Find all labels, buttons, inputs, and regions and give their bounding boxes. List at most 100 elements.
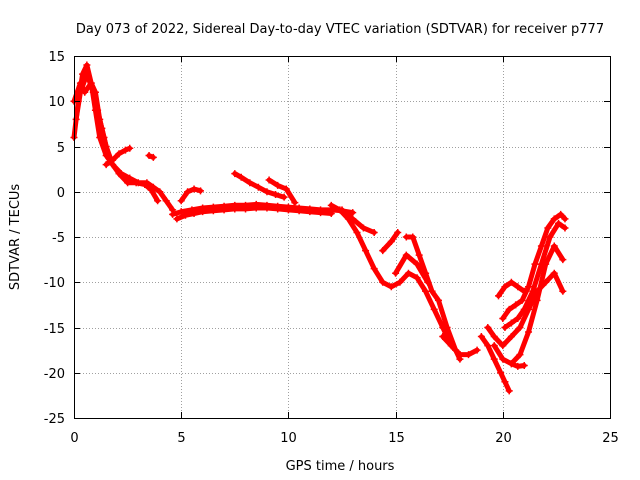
data-point — [525, 283, 533, 291]
data-point — [484, 342, 492, 350]
data-point — [550, 242, 558, 250]
data-point — [199, 208, 207, 216]
data-point — [156, 188, 164, 196]
data-point — [349, 209, 357, 217]
data-point — [317, 209, 325, 217]
data-point — [495, 292, 503, 300]
x-tick-label: 10 — [280, 431, 297, 446]
axis-ticks: 0 5 10 15 20 25 -25 -20 -15 -10 -5 0 5 10 15 — [44, 50, 619, 446]
data-point — [91, 88, 99, 96]
data-point — [490, 342, 498, 350]
data-point — [497, 369, 505, 377]
data-point — [190, 209, 198, 217]
data-point — [413, 260, 421, 268]
data-point — [349, 215, 357, 223]
data-point — [561, 215, 569, 223]
data-point — [520, 287, 528, 295]
data-point — [537, 260, 545, 268]
data-point — [413, 274, 421, 282]
data-point — [295, 207, 303, 215]
data-point — [231, 170, 239, 178]
data-point — [559, 287, 567, 295]
data-point — [514, 283, 522, 291]
data-point — [559, 256, 567, 264]
data-point — [280, 193, 288, 201]
data-point — [402, 251, 410, 259]
data-point — [434, 296, 442, 304]
data-point — [557, 210, 565, 218]
data-point — [109, 156, 117, 164]
data-point — [83, 70, 91, 78]
data-point — [115, 150, 123, 158]
data-point — [424, 278, 432, 286]
data-point — [501, 324, 509, 331]
data-point — [447, 342, 455, 350]
data-point — [132, 179, 140, 187]
data-point — [392, 269, 400, 277]
data-point — [501, 378, 509, 386]
data-point — [263, 204, 271, 212]
data-point — [477, 333, 485, 341]
data-point — [507, 360, 515, 368]
data-point — [387, 238, 395, 246]
data-point — [121, 146, 129, 154]
y-tick-label: -5 — [52, 231, 65, 246]
data-point — [265, 176, 273, 184]
data-point — [246, 179, 254, 187]
data-point — [87, 79, 95, 87]
data-point — [173, 215, 181, 223]
data-point — [379, 247, 387, 255]
data-point — [327, 209, 335, 217]
data-point — [505, 387, 513, 395]
data-point — [396, 278, 404, 286]
data-point — [181, 211, 189, 219]
series-track-7 — [174, 205, 334, 222]
data-point — [561, 224, 569, 232]
data-point — [415, 251, 423, 259]
data-point — [162, 197, 170, 205]
data-point — [104, 152, 112, 160]
data-point — [149, 153, 157, 161]
data-point — [550, 215, 558, 223]
data-point — [102, 161, 110, 169]
x-tick-label: 25 — [602, 431, 619, 446]
series-track-14 — [403, 234, 463, 362]
data-point — [362, 247, 370, 255]
data-point — [177, 197, 185, 205]
series-track-8 — [178, 186, 203, 204]
data-point — [263, 188, 271, 196]
data-point — [220, 206, 228, 214]
data-point — [237, 173, 245, 181]
data-point — [514, 314, 522, 322]
data-point — [169, 210, 177, 218]
data-point — [154, 197, 162, 205]
data-point — [76, 79, 84, 87]
data-point — [525, 328, 533, 336]
x-tick-label: 15 — [388, 431, 405, 446]
data-point — [272, 190, 280, 198]
data-point — [370, 228, 378, 236]
data-point — [520, 362, 528, 370]
data-point — [473, 346, 481, 354]
data-point — [507, 319, 515, 327]
data-point — [499, 314, 507, 322]
data-traces — [70, 61, 569, 395]
data-point — [274, 181, 282, 189]
y-tick-label: -15 — [44, 322, 65, 337]
data-point — [533, 296, 541, 304]
data-point — [529, 287, 537, 295]
data-point — [512, 301, 520, 309]
y-tick-label: -10 — [44, 276, 65, 291]
data-point — [550, 269, 558, 277]
data-point — [96, 115, 104, 123]
data-point — [464, 351, 472, 359]
data-point — [484, 324, 492, 331]
data-point — [126, 144, 134, 152]
data-point — [443, 324, 451, 331]
data-point — [505, 305, 513, 313]
data-point — [409, 233, 417, 241]
data-point — [145, 152, 153, 160]
series-track-10 — [266, 177, 298, 206]
data-point — [387, 283, 395, 291]
